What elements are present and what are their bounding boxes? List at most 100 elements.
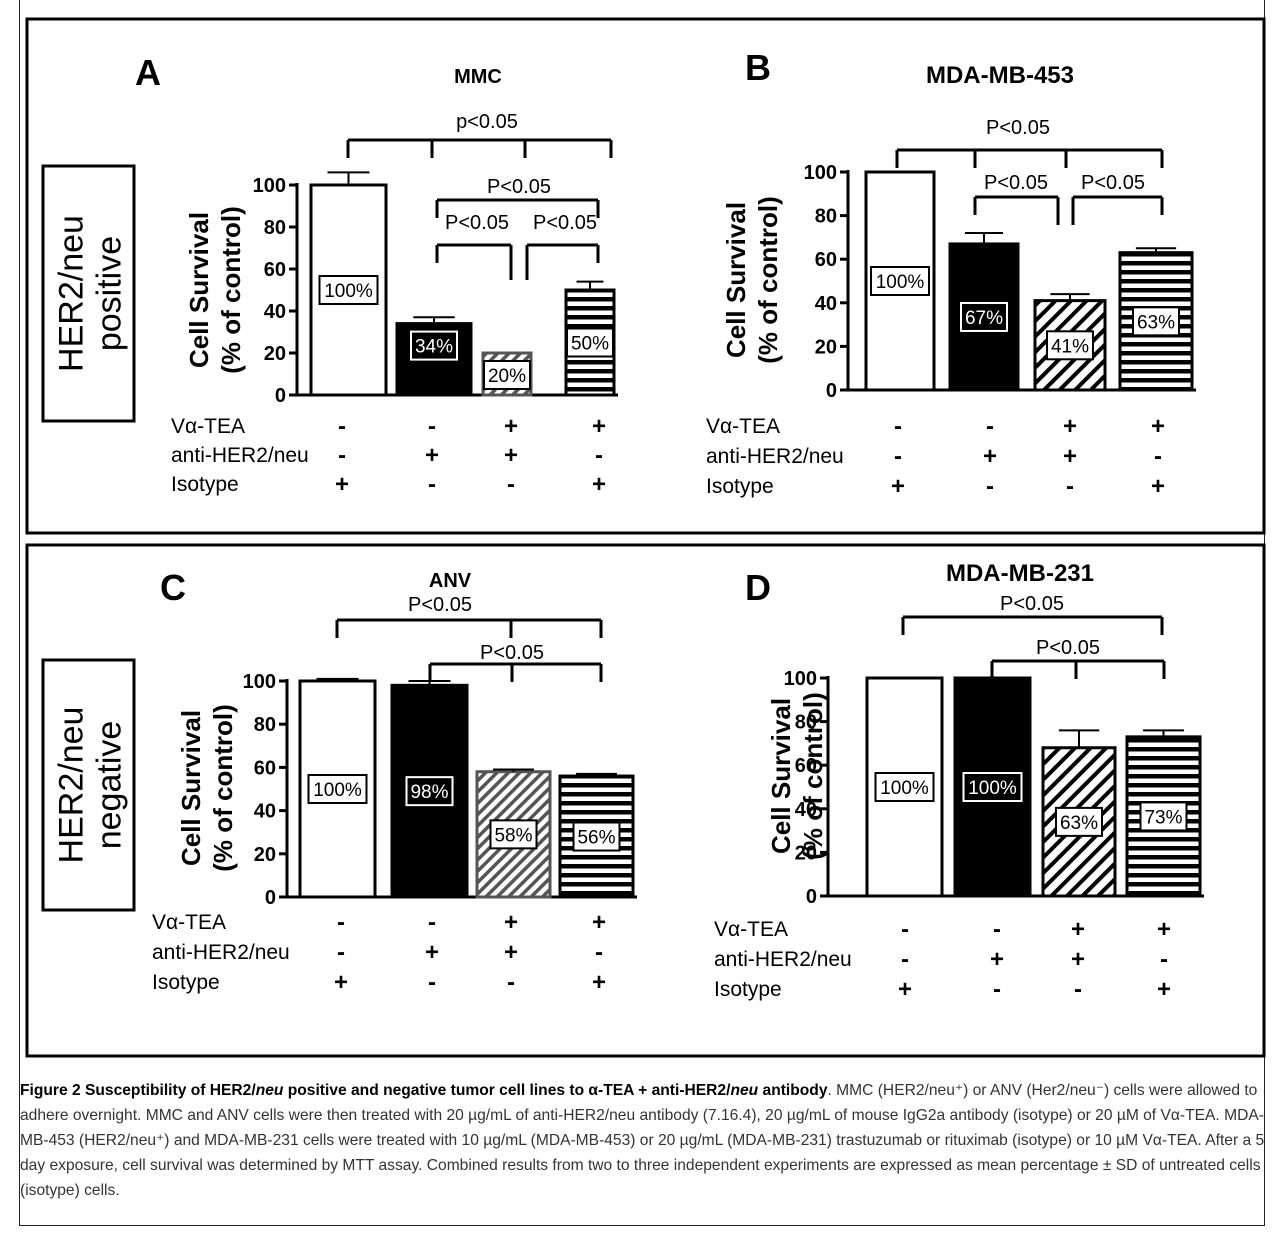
treatment-sign: - — [507, 969, 515, 996]
significance-label: P<0.05 — [1036, 637, 1100, 659]
bar-value-label: 73% — [1144, 807, 1182, 828]
treatment-sign: + — [504, 939, 518, 966]
panel-letter: A — [135, 52, 161, 93]
y-axis-label: Cell Survival(% of control) — [766, 692, 828, 860]
treatment-sign: - — [338, 442, 346, 469]
treatment-sign: - — [1154, 443, 1162, 470]
bar-value-label: 63% — [1060, 813, 1098, 834]
bar-value-box — [318, 275, 379, 305]
y-tick-label: 60 — [795, 755, 817, 777]
group-label: HER2/neupositive — [53, 215, 129, 372]
treatment-sign: - — [894, 413, 902, 440]
y-axis-label: Cell Survival(% of control) — [176, 704, 238, 872]
bar-value-label: 100% — [313, 780, 362, 801]
treatment-sign: + — [335, 471, 349, 498]
treatment-sign: - — [986, 413, 994, 440]
treatment-sign: - — [428, 413, 436, 440]
treatment-sign: - — [993, 916, 1001, 943]
treatment-sign: + — [891, 473, 905, 500]
bar-value-label: 20% — [488, 366, 526, 387]
y-tick-label: 100 — [243, 671, 276, 693]
panel-letter: C — [160, 567, 186, 608]
treatment-row-label: anti-HER2/neu — [706, 445, 844, 468]
bar-value-box — [874, 772, 935, 802]
y-tick-label: 80 — [264, 217, 286, 239]
group-label-line: positive — [91, 236, 129, 351]
treatment-sign: - — [901, 916, 909, 943]
treatment-row-label: Isotype — [714, 978, 782, 1001]
bar-value-label: 58% — [494, 825, 532, 846]
y-axis-label-line: (% of control) — [753, 196, 783, 364]
y-tick-label: 0 — [275, 385, 286, 407]
chart-title: ANV — [429, 570, 472, 592]
treatment-row-label: Vα-TEA — [706, 415, 780, 438]
chart-title: MMC — [454, 66, 502, 88]
treatment-sign: + — [504, 442, 518, 469]
panel-C: C ANV Cell Survival(% of control) 0 20 40 60 80… — [152, 567, 637, 996]
y-tick-label: 20 — [795, 842, 817, 864]
treatment-sign: + — [425, 939, 439, 966]
panel-letter: B — [745, 47, 771, 88]
bar-value-box — [410, 330, 458, 361]
treatment-row-label: anti-HER2/neu — [714, 948, 852, 971]
bar-value-box — [960, 301, 1008, 332]
y-tick-label: 100 — [804, 162, 837, 184]
treatment-sign: + — [334, 969, 348, 996]
treatment-sign: + — [898, 976, 912, 1003]
chart-title: MDA-MB-231 — [946, 560, 1094, 587]
y-tick-label: 40 — [815, 293, 837, 315]
treatment-sign: + — [592, 969, 606, 996]
bar-value-label: 98% — [410, 782, 448, 803]
treatment-row-label: anti-HER2/neu — [152, 941, 290, 964]
positive-row-frame — [25, 17, 1266, 535]
y-tick-label: 0 — [806, 886, 817, 908]
y-tick-label: 60 — [264, 259, 286, 281]
y-axis-label-line: (% of control) — [216, 206, 246, 374]
panel-letter: D — [745, 567, 771, 608]
treatment-sign: - — [337, 909, 345, 936]
y-tick-label: 20 — [264, 343, 286, 365]
treatment-sign: - — [507, 471, 515, 498]
treatment-row-label: anti-HER2/neu — [171, 444, 309, 467]
treatment-row-label: Vα-TEA — [152, 911, 226, 934]
y-tick-label: 40 — [795, 799, 817, 821]
y-tick-label: 80 — [795, 712, 817, 734]
treatment-row-label: Vα-TEA — [171, 415, 245, 438]
y-axis-label: Cell Survival(% of control) — [721, 196, 783, 364]
treatment-row-label: Isotype — [171, 473, 239, 496]
treatment-sign: + — [592, 909, 606, 936]
bar-value-label: 34% — [415, 337, 453, 358]
y-tick-label: 100 — [784, 668, 817, 690]
significance-label: P<0.05 — [984, 172, 1048, 194]
treatment-row-label: Vα-TEA — [714, 918, 788, 941]
y-tick-label: 60 — [254, 757, 276, 779]
treatment-sign: - — [338, 413, 346, 440]
treatment-sign: + — [504, 413, 518, 440]
y-axis-label: Cell Survival(% of control) — [184, 206, 246, 374]
significance-label: P<0.05 — [986, 117, 1050, 139]
panel-D: D MDA-MB-231 Cell Survival(% of control) 0 2… — [714, 560, 1204, 1003]
bar-value-box — [1055, 806, 1103, 837]
treatment-sign: - — [428, 471, 436, 498]
group-label-line: HER2/neu — [53, 215, 91, 372]
significance-label: p<0.05 — [456, 111, 518, 133]
bar-value-label: 67% — [965, 308, 1003, 329]
significance-label: P<0.05 — [1081, 172, 1145, 194]
treatment-row-label: Isotype — [152, 971, 220, 994]
significance-label: P<0.05 — [445, 212, 509, 234]
y-axis-label-line: Cell Survival — [766, 698, 796, 854]
y-tick-label: 80 — [254, 714, 276, 736]
y-tick-label: 60 — [815, 249, 837, 271]
caption-body: . MMC (HER2/neu⁺) or ANV (Her2/neu⁻) cel… — [20, 1082, 1265, 1199]
treatment-row-label: Isotype — [706, 475, 774, 498]
treatment-sign: - — [894, 443, 902, 470]
treatment-sign: + — [1157, 916, 1171, 943]
treatment-sign: - — [595, 939, 603, 966]
treatment-sign: + — [990, 946, 1004, 973]
bar-value-box — [566, 327, 614, 358]
y-tick-label: 20 — [254, 844, 276, 866]
treatment-sign: - — [1074, 976, 1082, 1003]
treatment-sign: - — [986, 473, 994, 500]
treatment-sign: + — [983, 443, 997, 470]
